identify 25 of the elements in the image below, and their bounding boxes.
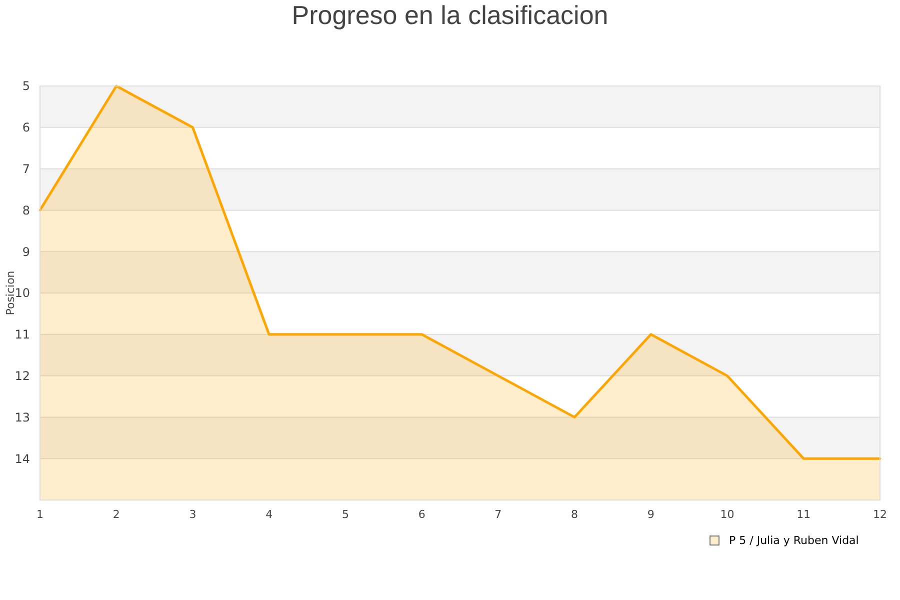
y-tick-label: 9: [22, 244, 30, 259]
x-tick-label: 12: [873, 508, 887, 521]
x-tick-label: 3: [189, 508, 196, 521]
y-axis-title: Posicion: [4, 270, 17, 316]
x-tick-label: 6: [418, 508, 426, 521]
chart-title: Progreso en la clasificacion: [292, 0, 608, 30]
x-tick-label: 10: [720, 508, 734, 521]
x-tick-label: 11: [796, 508, 811, 521]
y-tick-label: 8: [22, 203, 30, 218]
y-tick-label: 13: [14, 410, 30, 424]
y-tick-label: 5: [22, 79, 30, 94]
y-tick-label: 11: [14, 328, 30, 342]
x-tick-label: 8: [571, 508, 578, 521]
x-tick-label: 7: [494, 508, 502, 521]
y-tick-label: 6: [22, 120, 30, 135]
x-tick-label: 4: [266, 508, 273, 521]
x-tick-label: 5: [342, 508, 349, 521]
y-tick-label: 10: [14, 286, 30, 300]
y-tick-label: 7: [22, 162, 30, 176]
legend-label: P 5 / Julia y Ruben Vidal: [729, 534, 859, 547]
x-tick-label: 1: [36, 508, 44, 521]
y-tick-label: 14: [14, 452, 30, 466]
x-tick-label: 9: [647, 508, 654, 521]
x-tick-label: 2: [112, 508, 120, 521]
y-tick-label: 12: [14, 369, 30, 383]
